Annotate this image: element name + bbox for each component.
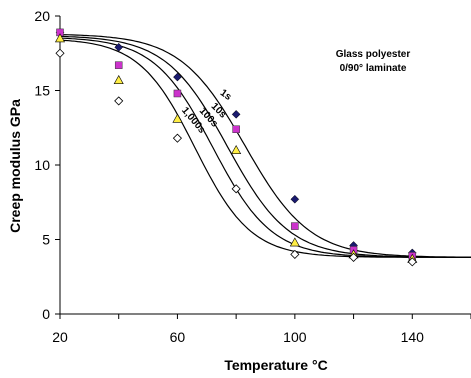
annotation-line-2: 0/90° laminate [340, 63, 407, 74]
fitted-curves [59, 34, 471, 258]
data-point-1s [290, 194, 300, 204]
x-axis-title: Temperature °C [224, 357, 327, 373]
fitted-curve-1s [59, 34, 471, 258]
y-axis-title: Creep modulus GPa [7, 99, 23, 233]
x-tick-label: 20 [52, 329, 68, 345]
data-point-10s [232, 125, 240, 133]
tick-labels: 0 5 10 15 20 20 60 100 140 [34, 8, 424, 345]
data-point-100s [113, 74, 124, 84]
annotation-line-1: Glass polyester [336, 49, 411, 60]
y-tick-label: 10 [34, 157, 50, 173]
data-point-1000s [114, 96, 124, 106]
data-point-10s [114, 61, 123, 69]
y-tick-label: 20 [34, 8, 50, 24]
x-tick-label: 60 [170, 329, 186, 345]
data-point-1000s [290, 249, 300, 259]
x-tick-label: 140 [401, 329, 425, 345]
data-point-1s [114, 42, 124, 52]
fitted-curve-1000s [59, 39, 471, 258]
data-points [54, 28, 471, 267]
data-point-1s [231, 109, 241, 119]
data-point-1000s [349, 252, 359, 262]
data-point-1000s [407, 257, 417, 267]
data-point-1000s [231, 184, 241, 194]
fitted-curve-10s [59, 35, 471, 258]
data-point-100s [231, 144, 242, 154]
curve-label-1s: 1s [218, 88, 234, 104]
data-point-100s [54, 33, 66, 43]
y-tick-label: 15 [34, 83, 50, 99]
data-point-1000s [172, 133, 182, 143]
tick-marks [55, 15, 471, 319]
y-tick-label: 5 [42, 232, 50, 248]
data-point-100s [172, 113, 183, 123]
data-point-1000s [55, 48, 65, 58]
data-point-100s [289, 237, 300, 247]
axes [59, 16, 471, 315]
data-point-10s [291, 222, 299, 230]
x-tick-label: 100 [283, 329, 307, 345]
fitted-curve-100s [59, 37, 471, 258]
data-point-1s [173, 72, 182, 82]
y-tick-label: 0 [42, 306, 50, 322]
data-point-10s [173, 89, 182, 98]
